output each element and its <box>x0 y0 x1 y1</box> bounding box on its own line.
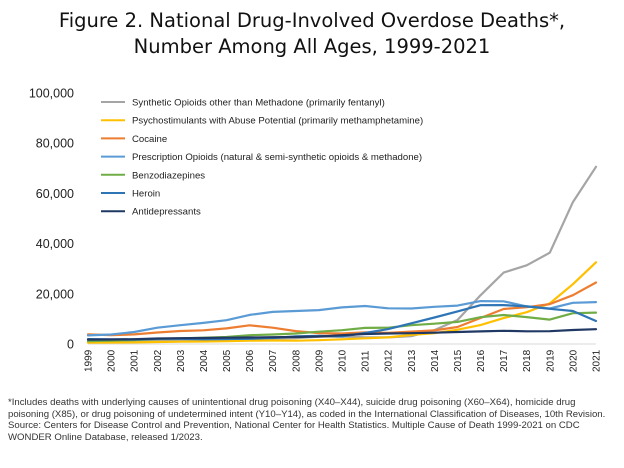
chart-footnote: *Includes deaths with underlying causes … <box>8 397 620 443</box>
legend-label: Cocaine <box>132 134 167 145</box>
chart-legend: Synthetic Opioids other than Methadone (… <box>101 98 423 218</box>
x-tick-label: 2021 <box>592 349 603 372</box>
legend-label: Heroin <box>132 189 160 200</box>
legend-label: Benzodiazepines <box>132 170 205 181</box>
x-tick-label: 2004 <box>199 349 210 372</box>
legend-label: Psychostimulants with Abuse Potential (p… <box>132 116 423 127</box>
x-tick-label: 2006 <box>245 349 256 372</box>
x-tick-label: 2010 <box>338 349 349 372</box>
legend-label: Prescription Opioids (natural & semi-syn… <box>132 152 422 163</box>
x-tick-label: 2016 <box>476 349 487 372</box>
y-tick-label: 100,000 <box>29 87 74 101</box>
x-tick-label: 2002 <box>153 349 164 372</box>
x-tick-label: 2017 <box>499 349 510 372</box>
y-tick-label: 80,000 <box>36 137 74 151</box>
y-tick-label: 20,000 <box>36 287 74 301</box>
chart-title-line-1: Figure 2. National Drug-Involved Overdos… <box>58 9 566 32</box>
y-tick-label: 60,000 <box>36 187 74 201</box>
x-tick-label: 2019 <box>545 349 556 372</box>
footnote-line-1: *Includes deaths with underlying causes … <box>8 397 576 408</box>
x-tick-label: 2014 <box>430 349 441 372</box>
series-line <box>86 281 598 337</box>
x-tick-label: 2003 <box>176 349 187 372</box>
legend-label: Antidepressants <box>132 207 201 218</box>
footnote-line-3: Source: Centers for Disease Control and … <box>8 420 580 432</box>
series-line <box>86 300 598 337</box>
chart-series-lines <box>86 165 598 344</box>
x-tick-label: 2020 <box>568 349 579 372</box>
footnote-line-4: WONDER Online Database, released 1/2023. <box>8 431 203 443</box>
x-tick-label: 2009 <box>314 349 325 372</box>
y-tick-label: 40,000 <box>36 237 74 251</box>
x-tick-label: 2015 <box>453 349 464 372</box>
line-chart: 0 20,000 40,000 60,000 80,000 100,000 1999 2000… <box>29 87 603 373</box>
x-tick-label: 2007 <box>268 349 279 372</box>
legend-label: Synthetic Opioids other than Methadone (… <box>132 98 385 109</box>
x-tick-label: 1999 <box>84 349 95 372</box>
x-tick-label: 2001 <box>130 349 141 372</box>
chart-title-line-2: Number Among All Ages, 1999-2021 <box>133 35 491 58</box>
chart-axes: 0 20,000 40,000 60,000 80,000 100,000 1999 2000… <box>29 87 603 373</box>
chart-title: Figure 2. National Drug-Involved Overdos… <box>0 8 624 60</box>
x-tick-label: 2008 <box>291 349 302 372</box>
x-tick-label: 2013 <box>407 349 418 372</box>
x-tick-label: 2000 <box>107 349 118 372</box>
series-line <box>86 328 598 341</box>
x-tick-label: 2005 <box>222 349 233 372</box>
x-tick-label: 2011 <box>361 350 372 372</box>
x-tick-label: 2012 <box>384 349 395 372</box>
x-tick-label: 2018 <box>522 349 533 372</box>
footnote-line-2: poisoning (X85), or drug poisoning of un… <box>8 408 606 420</box>
y-tick-label: 0 <box>67 338 74 352</box>
